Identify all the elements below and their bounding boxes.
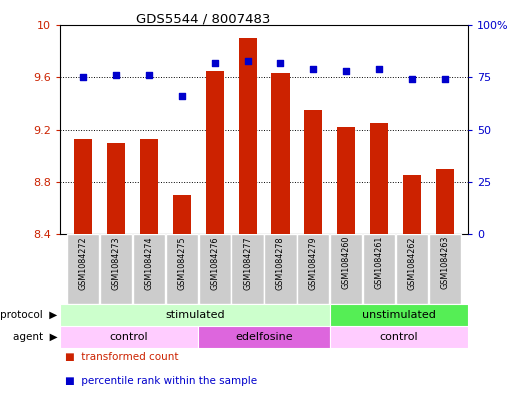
Bar [60, 304, 330, 326]
Bar [67, 234, 99, 304]
Point [342, 68, 350, 74]
Text: agent  ▶: agent ▶ [13, 332, 57, 342]
Bar [60, 326, 198, 348]
Bar [198, 326, 330, 348]
Text: GSM1084263: GSM1084263 [441, 236, 449, 290]
Bar [330, 326, 468, 348]
Bar [74, 139, 92, 234]
Text: GSM1084260: GSM1084260 [342, 236, 351, 290]
Text: ■  percentile rank within the sample: ■ percentile rank within the sample [65, 376, 257, 386]
Bar [429, 234, 461, 304]
Point [244, 57, 252, 64]
Point [408, 76, 416, 83]
Point [177, 93, 186, 99]
Text: stimulated: stimulated [165, 310, 225, 320]
Point [441, 76, 449, 83]
Bar [330, 234, 362, 304]
Bar [173, 195, 191, 234]
Text: GSM1084262: GSM1084262 [407, 236, 417, 290]
Bar [231, 234, 264, 304]
Text: GSM1084273: GSM1084273 [111, 236, 121, 290]
Bar [199, 234, 231, 304]
Text: GSM1084276: GSM1084276 [210, 236, 219, 290]
Text: GSM1084274: GSM1084274 [144, 236, 153, 290]
Text: GSM1084261: GSM1084261 [374, 236, 384, 290]
Point [375, 66, 383, 72]
Bar [206, 71, 224, 234]
Text: control: control [380, 332, 418, 342]
Text: control: control [110, 332, 148, 342]
Bar [264, 234, 297, 304]
Text: GSM1084279: GSM1084279 [309, 236, 318, 290]
Text: protocol  ▶: protocol ▶ [0, 310, 57, 320]
Point [210, 59, 219, 66]
Text: GSM1084278: GSM1084278 [276, 236, 285, 290]
Bar [107, 143, 125, 234]
Point [112, 72, 120, 78]
Bar [363, 234, 396, 304]
Bar [133, 234, 165, 304]
Bar [337, 127, 356, 234]
Point [277, 59, 285, 66]
Bar [304, 110, 322, 234]
Bar [370, 123, 388, 234]
Point [309, 66, 318, 72]
Point [79, 74, 87, 81]
Bar [271, 73, 289, 234]
Text: edelfosine: edelfosine [235, 332, 293, 342]
Bar [166, 234, 198, 304]
Bar [403, 175, 421, 234]
Bar [100, 234, 132, 304]
Text: GSM1084277: GSM1084277 [243, 236, 252, 290]
Text: GDS5544 / 8007483: GDS5544 / 8007483 [135, 12, 270, 25]
Bar [140, 139, 158, 234]
Point [145, 72, 153, 78]
Text: GSM1084272: GSM1084272 [78, 236, 88, 290]
Bar [297, 234, 329, 304]
Bar [330, 304, 468, 326]
Text: unstimulated: unstimulated [362, 310, 436, 320]
Text: ■  transformed count: ■ transformed count [65, 352, 179, 362]
Bar [396, 234, 428, 304]
Bar [239, 38, 256, 234]
Bar [436, 169, 454, 234]
Text: GSM1084275: GSM1084275 [177, 236, 186, 290]
